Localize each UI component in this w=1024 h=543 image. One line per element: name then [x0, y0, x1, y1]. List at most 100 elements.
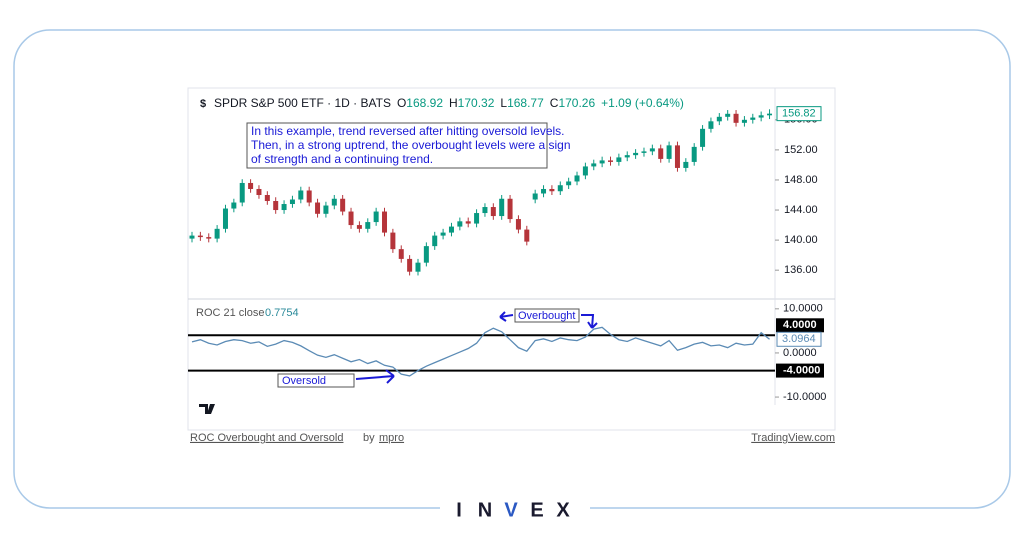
symbol-icon: $	[200, 98, 206, 110]
candle-body	[482, 207, 488, 214]
candle-body	[624, 155, 630, 158]
ohlc-value: 168.77	[507, 96, 544, 110]
candle-body	[390, 232, 396, 250]
y-tick-label: 152.00	[784, 144, 818, 156]
roc-line	[191, 326, 770, 377]
logo-bg	[440, 496, 590, 524]
price-badge	[776, 106, 822, 122]
logo-letter: V	[504, 499, 519, 521]
candle-body	[633, 152, 639, 156]
candle-body	[549, 188, 555, 192]
arrow	[581, 314, 598, 329]
annotation-line: Then, in a strong uptrend, the overbough…	[251, 138, 571, 152]
candle-body	[440, 232, 446, 236]
annotation-line: of strength and a continuing trend.	[251, 152, 433, 166]
indicator-name: ROC 21 close	[196, 307, 264, 319]
candle-body	[214, 228, 220, 239]
candle-body	[524, 229, 530, 242]
y-tick-label: -10.0000	[783, 391, 826, 403]
change: +1.09 (+0.64%)	[601, 96, 684, 110]
candle-body	[515, 219, 521, 230]
candle-body	[432, 235, 438, 247]
ohlc-key: L	[500, 96, 507, 110]
level-label: -4.0000	[783, 364, 820, 376]
candle-body	[683, 161, 689, 168]
candle-body	[348, 211, 354, 226]
candle-body	[289, 199, 295, 205]
candle-body	[465, 221, 471, 224]
candle-body	[365, 222, 371, 229]
annotation-line: In this example, trend reversed after hi…	[251, 124, 565, 138]
tv-logo	[199, 404, 215, 414]
y-tick-label: 148.00	[784, 174, 818, 186]
oversold-label: Oversold	[282, 375, 326, 387]
overbought-label: Overbought	[518, 310, 575, 322]
candle-body	[708, 121, 714, 129]
candle-body	[315, 202, 321, 214]
candle-body	[541, 188, 547, 194]
candle-body	[306, 190, 312, 203]
indicator-value: 0.7754	[265, 307, 299, 319]
candle-body	[741, 119, 747, 123]
candle-body	[532, 193, 538, 200]
candle-body	[674, 145, 680, 168]
candle-body	[499, 198, 505, 217]
level-badge	[776, 318, 824, 333]
candle-body	[382, 211, 388, 233]
logo-letter: N	[478, 499, 494, 521]
candle-body	[256, 188, 262, 195]
candle-body	[189, 235, 195, 239]
candle-body	[323, 205, 329, 214]
candle-body	[666, 145, 672, 159]
candle-body	[767, 113, 773, 116]
script-name[interactable]: ROC Overbought and Oversold	[190, 432, 343, 444]
candle-body	[356, 225, 362, 229]
ohlc-value: 170.26	[558, 96, 595, 110]
ohlc-key: O	[397, 96, 406, 110]
candle-body	[373, 211, 379, 223]
candle-body	[566, 181, 572, 186]
candle-body	[281, 204, 287, 211]
candle-body	[407, 258, 413, 272]
candle-body	[448, 226, 454, 233]
candle-body	[457, 221, 463, 227]
annotation-box	[246, 122, 548, 169]
candle-body	[507, 198, 513, 220]
candle-body	[608, 160, 613, 162]
candle-body	[574, 175, 580, 182]
candle-body	[716, 116, 722, 122]
last-price: 156.82	[782, 108, 816, 120]
candle-body	[423, 246, 429, 263]
candle-body	[197, 235, 203, 238]
candle-body	[616, 157, 622, 162]
ohlc-key: C	[550, 96, 559, 110]
candle-body	[264, 195, 270, 202]
level-badge	[776, 363, 824, 378]
source[interactable]: TradingView.com	[751, 432, 835, 444]
candle-body	[641, 151, 647, 153]
ohlc-value: 168.92	[406, 96, 443, 110]
candle-body	[750, 117, 756, 120]
candle-body	[758, 115, 764, 118]
candle-body	[658, 148, 664, 159]
by: by	[363, 432, 375, 444]
candle-body	[557, 185, 563, 192]
candle-body	[700, 128, 706, 147]
candle-body	[415, 262, 421, 272]
overbought-box	[514, 308, 580, 323]
level-label: 4.0000	[783, 319, 817, 331]
candle-body	[231, 202, 237, 209]
ohlc-key: H	[449, 96, 458, 110]
candle-body	[582, 166, 588, 176]
candle-body	[691, 146, 697, 162]
author[interactable]: mpro	[379, 432, 404, 444]
arrow	[499, 311, 514, 322]
header-line: SPDR S&P 500 ETF · 1D · BATS O168.92 H170.…	[214, 96, 684, 110]
oversold-box	[277, 373, 355, 388]
logo-letter: X	[556, 499, 571, 521]
candle-body	[725, 113, 731, 117]
logo-letter: E	[530, 499, 545, 521]
y-tick-label: 0.0000	[783, 347, 817, 359]
